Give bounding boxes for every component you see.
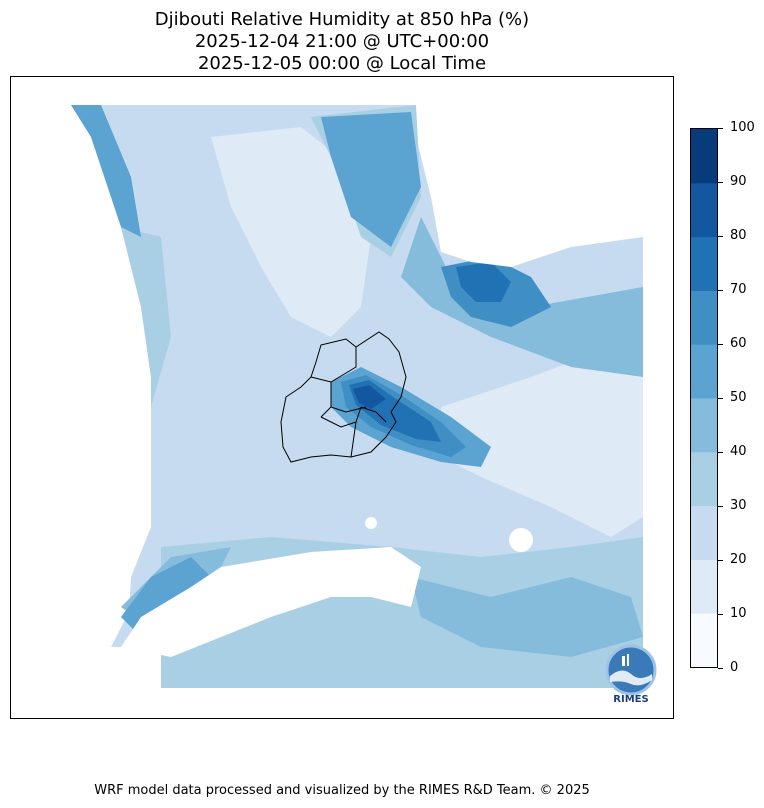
field-band-30-40-west [121,227,171,407]
colorbar-swatch-40-50 [691,398,717,453]
rimes-logo-icon [605,644,657,696]
field-band-10-20-east [441,317,643,537]
colorbar-tick-label: 0 [730,660,739,675]
colorbar-tick-label: 100 [730,120,755,135]
rimes-logo: RIMES [600,644,662,706]
colorbar [690,128,718,668]
colorbar-tick-label: 10 [730,606,747,621]
humidity-map [71,105,643,688]
rimes-logo-text: RIMES [613,694,649,705]
chart-title: Djibouti Relative Humidity at 850 hPa (%… [154,9,530,30]
colorbar-swatch-90-100 [691,129,717,184]
masked-region-northeast [416,105,643,267]
field-band-70-80-northeast [456,262,511,302]
colorbar-swatch-30-40 [691,451,717,507]
footer-credit: WRF model data processed and visualized … [94,783,590,798]
colorbar-tick-mark [718,181,723,183]
masked-region-southcenter [121,547,421,657]
colorbar-tick-mark [718,397,723,399]
colorbar-tick-mark [718,559,723,561]
colorbar-swatch-60-70 [691,290,717,345]
colorbar-tick-mark [718,451,723,453]
colorbar-tick-label: 50 [730,390,747,405]
colorbar-swatch-0-10 [691,613,717,667]
colorbar-tick-mark [718,343,723,345]
colorbar-tick-mark [718,289,723,291]
colorbar-swatch-50-60 [691,344,717,399]
colorbar-tick-label: 90 [730,174,747,189]
colorbar-swatches [691,129,717,667]
colorbar-swatch-80-90 [691,182,717,238]
djibouti-border [280,331,407,463]
colorbar-tick-mark [718,505,723,507]
colorbar-tick-mark [718,235,723,237]
field-band-40-50-northeast [401,217,643,377]
djibouti-region-lines [310,347,387,458]
colorbar-swatch-70-80 [691,236,717,291]
field-band-10-20-north [211,127,371,337]
field-band-80-90-center [353,385,386,409]
map-frame [10,76,674,719]
field-band-50-60-northcenter [321,112,421,247]
colorbar-tick-label: 20 [730,552,747,567]
colorbar-tick-mark [718,613,723,615]
field-band-40-50-southeast [411,577,643,657]
chart-subtitle-local: 2025-12-05 00:00 @ Local Time [197,53,487,74]
colorbar-swatch-20-30 [691,505,717,560]
chart-subtitle-utc: 2025-12-04 21:00 @ UTC+00:00 [194,31,490,52]
colorbar-swatch-10-20 [691,559,717,614]
masked-spot-center [365,517,377,529]
masked-spot-east [509,528,533,552]
colorbar-tick-label: 40 [730,444,747,459]
colorbar-tick-label: 70 [730,282,747,297]
colorbar-tick-mark [718,127,723,129]
colorbar-tick-label: 30 [730,498,747,513]
colorbar-tick-label: 80 [730,228,747,243]
field-band-50-60-west [71,105,141,237]
colorbar-tick-label: 60 [730,336,747,351]
colorbar-tick-mark [718,667,723,669]
